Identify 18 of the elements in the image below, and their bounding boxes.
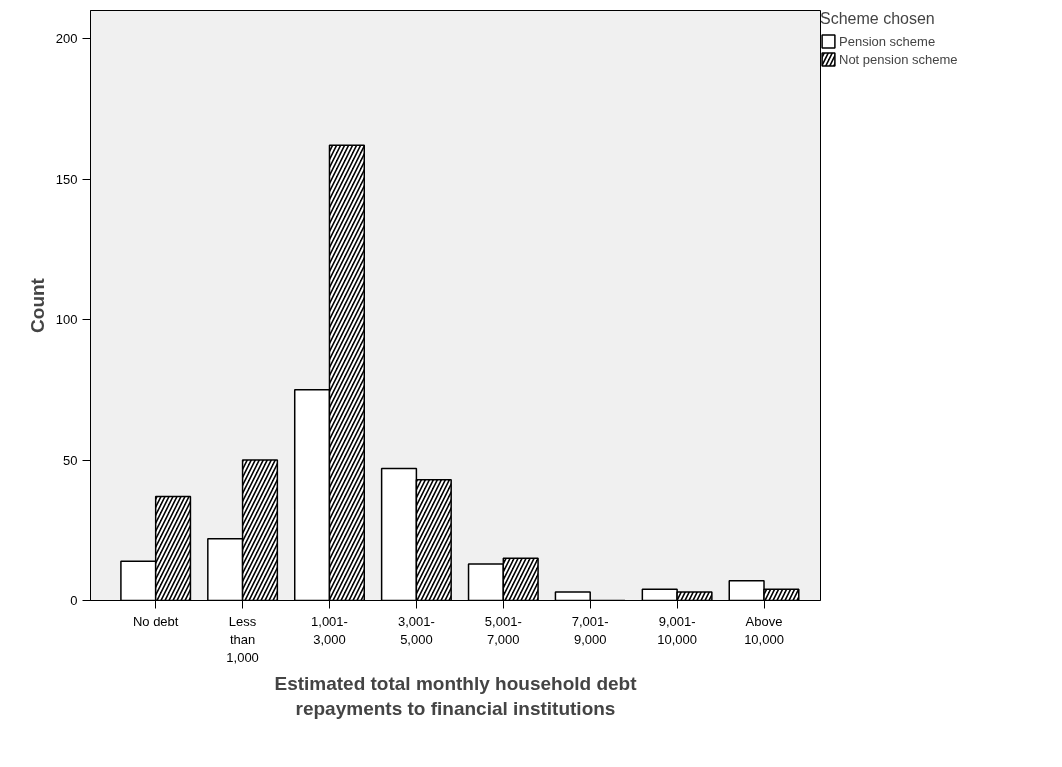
- y-tick-label: 100: [55, 312, 78, 328]
- legend-label: Not pension scheme: [839, 51, 958, 67]
- x-tick-label: 5,001-7,000: [484, 613, 522, 647]
- x-tick-label: Above 10,000: [744, 613, 784, 647]
- x-tick-label: No debt: [132, 613, 179, 629]
- y-tick-label: 0: [70, 593, 78, 608]
- y-axis-title: Count: [26, 277, 48, 333]
- x-tick-label: 7,001-9,000: [571, 613, 609, 647]
- x-axis-title: Estimated total monthly household debt repayments to financial institutions: [274, 672, 638, 719]
- x-tick-label: Less than 1,000: [226, 613, 259, 665]
- x-tick-label: 1,001-3,000: [311, 613, 348, 647]
- legend-title: Scheme chosen: [820, 10, 936, 28]
- x-tick-label: 3,001-5,000: [397, 613, 435, 647]
- y-tick-label: 50: [63, 452, 78, 468]
- y-tick-label: 200: [55, 31, 78, 47]
- y-tick-label: 150: [55, 171, 78, 187]
- legend-label: Pension scheme: [839, 33, 936, 49]
- x-tick-label: 9,001-10,000: [657, 613, 697, 647]
